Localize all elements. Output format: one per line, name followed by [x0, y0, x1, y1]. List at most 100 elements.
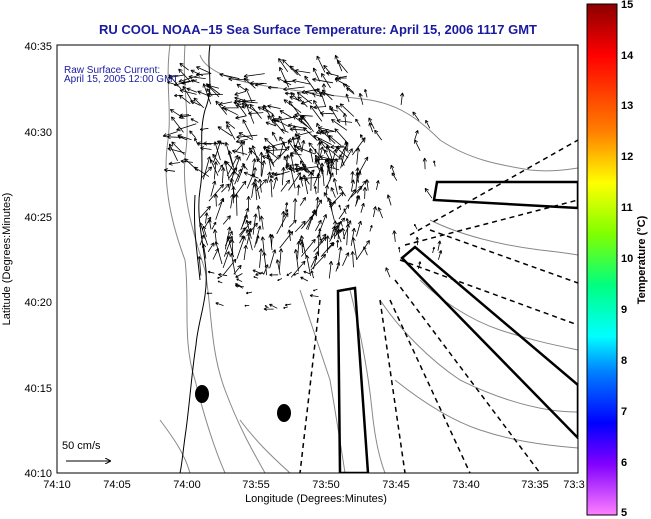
- legend-line-2: April 15, 2005 12:00 GMT: [64, 74, 179, 85]
- current-vector: [308, 148, 314, 163]
- current-vector: [305, 178, 310, 185]
- current-vector: [338, 204, 342, 211]
- current-vector: [331, 119, 348, 131]
- current-vector: [296, 184, 301, 196]
- current-vector: [283, 209, 289, 218]
- y-tick-label: 40:25: [24, 212, 52, 224]
- current-vector: [173, 80, 190, 87]
- current-vector: [334, 128, 349, 144]
- current-vector: [438, 250, 443, 260]
- current-vector: [241, 98, 256, 104]
- current-vector: [330, 144, 344, 150]
- current-vector: [171, 116, 184, 133]
- current-vector: [217, 275, 223, 279]
- current-vector: [309, 171, 314, 191]
- current-vector: [323, 64, 332, 76]
- current-vector: [284, 303, 292, 307]
- current-vector: [279, 110, 292, 118]
- current-vector: [350, 251, 355, 268]
- current-vector: [321, 72, 331, 89]
- current-vector: [313, 99, 324, 117]
- plot-frame: [56, 44, 579, 474]
- y-tick-label: 40:35: [24, 41, 52, 53]
- current-vector: [330, 187, 336, 198]
- current-vector: [189, 130, 196, 139]
- current-vector: [293, 125, 298, 134]
- current-vector: [177, 135, 188, 141]
- current-vector: [350, 227, 356, 246]
- current-vector: [178, 94, 191, 105]
- current-vector: [279, 66, 290, 88]
- current-vector: [231, 149, 248, 155]
- colorbar-label: Temperature (°C): [636, 215, 648, 304]
- current-vector: [315, 196, 320, 217]
- current-vector: [258, 272, 265, 275]
- current-vector: [385, 267, 391, 278]
- x-tick-label: 73:3: [563, 479, 584, 491]
- current-vector: [269, 303, 278, 309]
- colorbar-tick-label: 14: [621, 50, 634, 62]
- x-tick-label: 74:05: [103, 479, 131, 491]
- current-vector: [266, 171, 272, 184]
- current-vector: [281, 167, 286, 186]
- current-vector: [285, 154, 290, 167]
- current-vector: [323, 192, 331, 204]
- current-vector: [246, 173, 255, 189]
- current-vector: [184, 158, 199, 172]
- current-vector: [317, 138, 328, 146]
- current-vector: [328, 260, 334, 279]
- current-vector: [341, 148, 353, 167]
- current-vector: [246, 196, 251, 208]
- colorbar: [586, 3, 618, 516]
- current-vector: [268, 233, 273, 251]
- current-vector: [265, 149, 272, 171]
- current-vector: [221, 105, 239, 111]
- current-vector: [234, 96, 249, 102]
- current-vector: [236, 134, 258, 140]
- current-vector: [235, 138, 248, 144]
- current-vector: [168, 143, 178, 161]
- current-vector: [222, 251, 230, 269]
- current-vector: [251, 158, 257, 177]
- current-vector: [245, 291, 253, 295]
- current-vector: [295, 220, 306, 233]
- current-vector: [300, 276, 309, 282]
- current-vectors: [162, 54, 443, 311]
- current-vector: [284, 202, 289, 211]
- current-vector: [330, 148, 338, 168]
- current-vector: [312, 77, 333, 84]
- current-vector: [201, 166, 213, 179]
- x-tick-label: 74:00: [173, 479, 201, 491]
- colorbar-tick-label: 15: [621, 0, 633, 11]
- current-vector: [202, 83, 212, 105]
- x-tick-label: 74:10: [43, 479, 71, 491]
- current-vector: [237, 164, 245, 183]
- current-vector: [364, 88, 368, 98]
- current-vector: [289, 153, 295, 174]
- current-vector: [207, 270, 215, 274]
- current-vector: [269, 273, 279, 277]
- current-vector: [312, 67, 321, 82]
- current-vector: [301, 88, 320, 95]
- current-vector: [334, 54, 343, 72]
- current-vector: [213, 141, 221, 161]
- current-vector: [314, 157, 331, 162]
- station-marker: [277, 404, 291, 422]
- current-vector: [234, 193, 239, 216]
- current-vector: [258, 248, 264, 268]
- current-vector: [330, 225, 336, 239]
- current-vector: [365, 179, 370, 191]
- current-vector: [299, 196, 306, 206]
- current-vector: [235, 140, 246, 153]
- current-vector: [278, 58, 289, 73]
- colorbar-tick-label: 7: [621, 406, 627, 418]
- radar-beam-boxes: [336, 180, 578, 473]
- current-vector: [319, 238, 323, 244]
- current-vector: [292, 115, 308, 127]
- current-vector: [358, 92, 364, 105]
- current-vector: [386, 194, 392, 206]
- current-vector: [319, 91, 327, 108]
- current-vector: [368, 117, 375, 129]
- y-tick-label: 40:20: [24, 297, 52, 309]
